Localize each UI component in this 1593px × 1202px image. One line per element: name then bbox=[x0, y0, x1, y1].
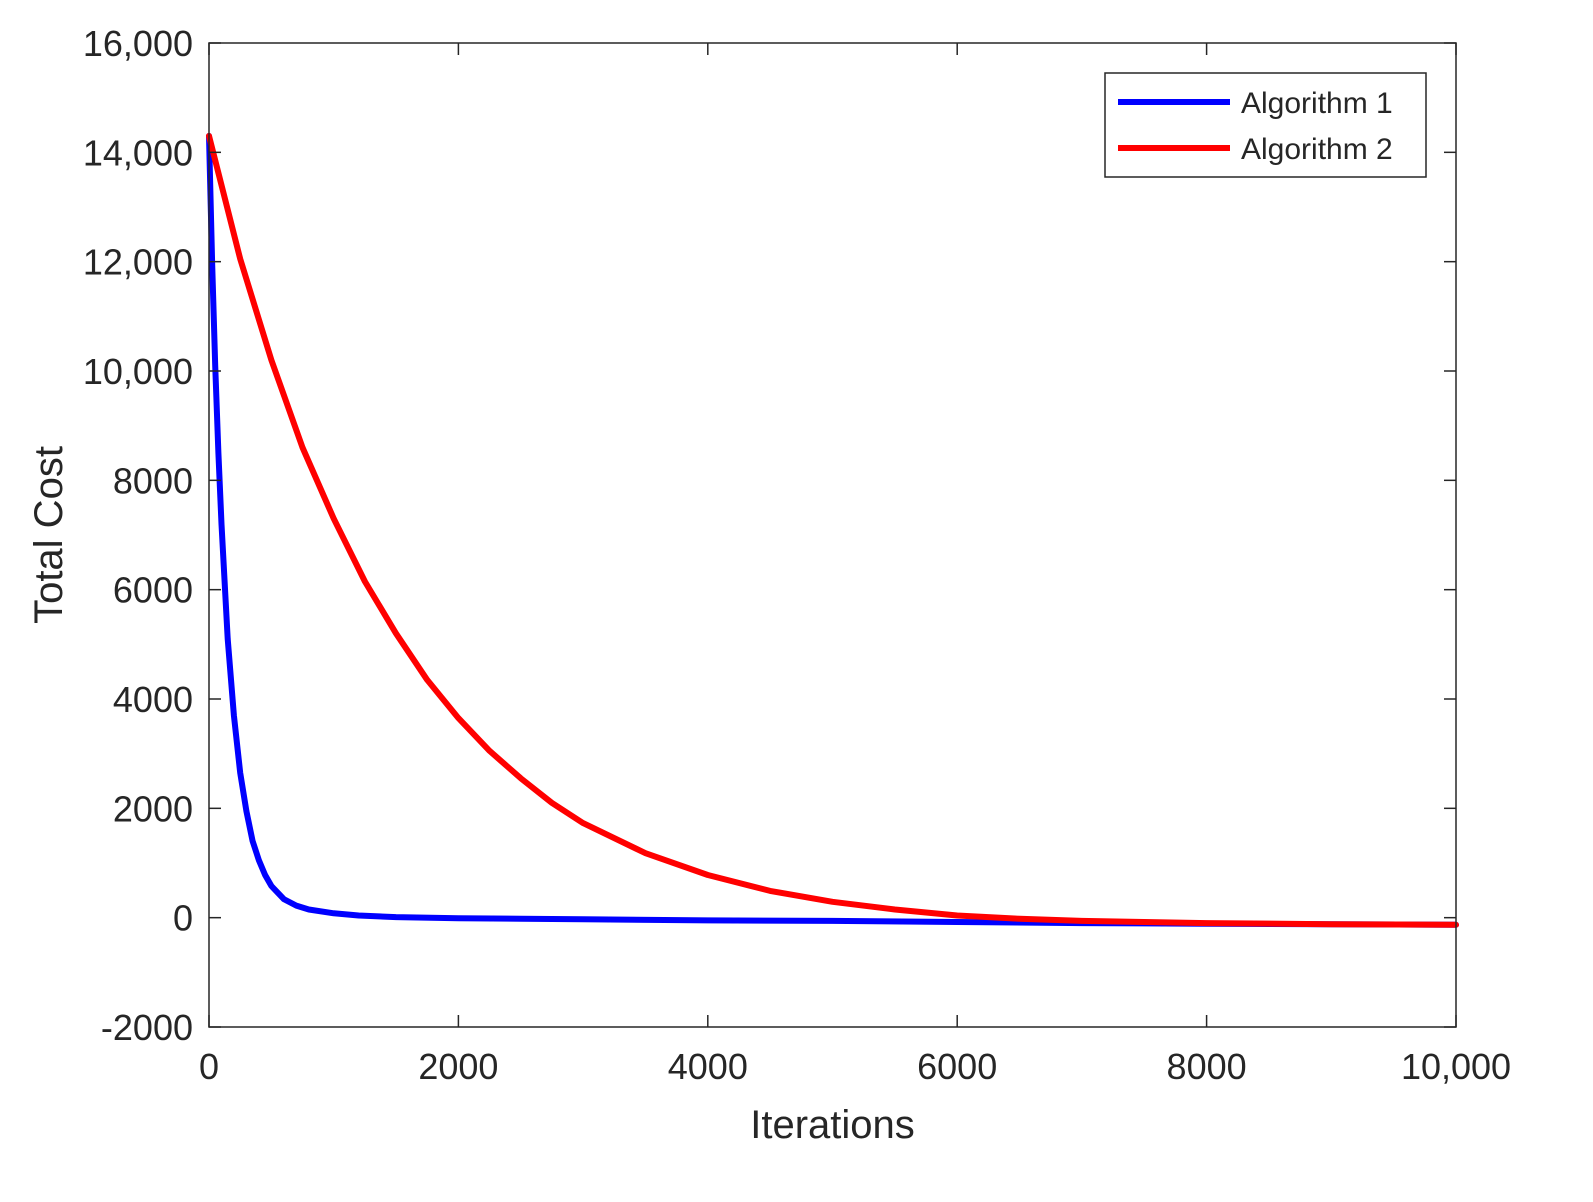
legend-box bbox=[1104, 72, 1427, 178]
x-tick-label: 10,000 bbox=[1401, 1046, 1511, 1087]
legend-label-2: Algorithm 2 bbox=[1241, 133, 1393, 166]
y-tick-label: 12,000 bbox=[83, 242, 193, 283]
axes-box bbox=[208, 42, 1457, 1028]
y-tick-label: 8000 bbox=[113, 460, 193, 501]
legend-label-1: Algorithm 1 bbox=[1241, 87, 1393, 120]
x-tick-label: 2000 bbox=[418, 1046, 498, 1087]
y-tick-label: 10,000 bbox=[83, 351, 193, 392]
y-tick-label: 4000 bbox=[113, 679, 193, 720]
legend: Algorithm 1 Algorithm 2 bbox=[1104, 72, 1427, 178]
x-axis-title: Iterations bbox=[750, 1103, 915, 1147]
y-tick-label: 2000 bbox=[113, 788, 193, 829]
series-line-2 bbox=[206, 132, 1459, 928]
y-tick-label: 16,000 bbox=[83, 23, 193, 64]
y-axis-title: Total Cost bbox=[27, 446, 71, 624]
x-tick-label: 6000 bbox=[917, 1046, 997, 1087]
x-tick-label: 8000 bbox=[1167, 1046, 1247, 1087]
series-line-1 bbox=[206, 132, 1459, 928]
plot-area bbox=[209, 43, 1456, 1027]
y-tick-label: -2000 bbox=[101, 1007, 193, 1048]
y-tick-label: 0 bbox=[173, 898, 193, 939]
y-tick-label: 14,000 bbox=[83, 132, 193, 173]
x-tick-label: 4000 bbox=[668, 1046, 748, 1087]
x-tick-label: 0 bbox=[199, 1046, 219, 1087]
y-tick-label: 6000 bbox=[113, 570, 193, 611]
